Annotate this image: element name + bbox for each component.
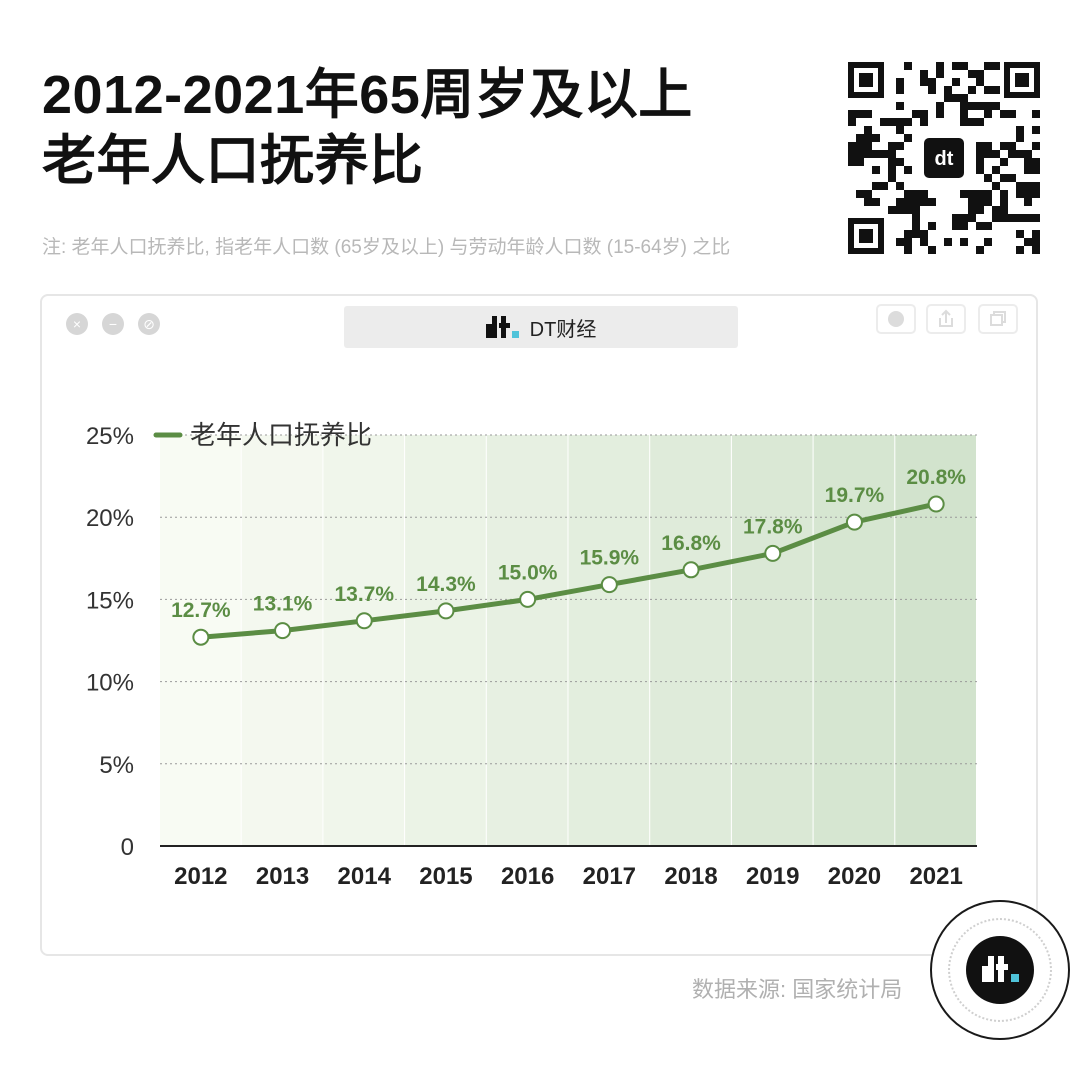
y-tick-label: 25% <box>86 423 134 450</box>
data-point <box>437 602 455 620</box>
data-label: 20.8% <box>906 466 966 489</box>
plot-band <box>486 435 568 846</box>
maximize-icon[interactable]: ⊘ <box>138 313 160 335</box>
data-label: 14.3% <box>416 573 476 596</box>
plot-band <box>405 435 486 846</box>
share-icon[interactable] <box>926 304 966 334</box>
data-label: 13.7% <box>334 583 394 606</box>
data-point <box>600 576 618 594</box>
data-label: 19.7% <box>825 484 885 507</box>
data-point <box>927 495 945 513</box>
data-point <box>764 544 782 562</box>
qr-code-icon[interactable]: dt <box>848 62 1040 254</box>
title-line-2: 老年人口抚养比 <box>42 131 424 191</box>
title-line-1: 2012-2021年65周岁及以上 <box>42 65 693 125</box>
data-point <box>845 513 863 531</box>
data-point <box>682 561 700 579</box>
plot-band <box>650 435 731 846</box>
plot-band <box>568 435 650 846</box>
data-label: 16.8% <box>661 532 721 555</box>
svg-text:dt: dt <box>935 148 954 170</box>
data-label: 12.7% <box>171 599 231 622</box>
data-point <box>355 612 373 630</box>
record-button[interactable] <box>876 304 916 334</box>
tab-dt-caijing[interactable]: DT财经 <box>344 306 738 348</box>
data-source: 数据来源: 国家统计局 <box>692 977 903 1002</box>
data-label: 15.0% <box>498 561 558 584</box>
data-label: 17.8% <box>743 515 803 538</box>
x-tick-label: 2020 <box>828 863 881 890</box>
page-title: 2012-2021年65周岁及以上 老年人口抚养比 <box>42 62 693 194</box>
data-label: 15.9% <box>580 547 640 570</box>
legend-label: 老年人口抚养比 <box>190 420 372 450</box>
y-tick-label: 5% <box>99 752 134 779</box>
data-label: 13.1% <box>253 593 313 616</box>
minimize-icon[interactable]: − <box>102 313 124 335</box>
x-tick-label: 2014 <box>338 863 392 890</box>
series-line <box>198 501 939 640</box>
data-point <box>274 622 292 640</box>
x-tick-label: 2013 <box>256 863 309 890</box>
dt-logo-icon <box>966 936 1034 1004</box>
close-icon[interactable]: × <box>66 313 88 335</box>
x-tick-label: 2019 <box>746 863 799 890</box>
plot-band <box>731 435 813 846</box>
window-titlebar: × − ⊘ DT财经 <box>42 296 1036 358</box>
y-tick-label: 10% <box>86 670 134 697</box>
plot-band <box>241 435 323 846</box>
restore-icon[interactable] <box>978 304 1018 334</box>
plot-band <box>323 435 405 846</box>
data-point <box>192 628 210 646</box>
x-tick-label: 2021 <box>909 863 962 890</box>
x-tick-label: 2012 <box>174 863 227 890</box>
x-tick-label: 2017 <box>583 863 636 890</box>
legend: 老年人口抚养比 <box>153 420 372 450</box>
x-tick-label: 2015 <box>419 863 472 890</box>
y-tick-label: 20% <box>86 505 134 532</box>
data-point <box>519 590 537 608</box>
dt-badge[interactable] <box>930 900 1070 1040</box>
tab-label: DT财经 <box>529 318 597 341</box>
x-tick-label: 2016 <box>501 863 554 890</box>
y-tick-label: 0 <box>121 834 134 861</box>
x-tick-label: 2018 <box>664 863 717 890</box>
y-tick-label: 15% <box>86 587 134 614</box>
plot-band <box>813 435 895 846</box>
chart-note: 注: 老年人口抚养比, 指老年人口数 (65岁及以上) 与劳动年龄人口数 (15… <box>42 237 731 258</box>
dt-logo-icon <box>485 316 519 338</box>
